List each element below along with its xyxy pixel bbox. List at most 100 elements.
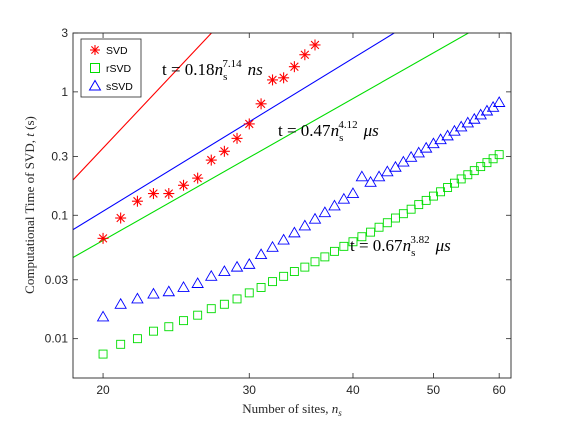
annotation-rsvd-prefix: t = 0.67: [350, 236, 403, 255]
annotation-rsvd-exp: 3.82: [410, 234, 429, 246]
data-markers: [96, 39, 506, 359]
legend-rsvd-square-icon: [90, 63, 100, 73]
axis-ticks: 20 30 40 50 60 0.01 0.03 0.1 0.3 1 3: [45, 26, 511, 397]
data-point-ssvd: [177, 281, 190, 292]
data-point-ssvd: [218, 265, 231, 276]
data-point-rsvd: [98, 349, 108, 359]
legend: SVD rSVD sSVD: [80, 38, 142, 98]
legend-svd-star-icon: [90, 45, 100, 55]
data-point-svd: [255, 98, 267, 110]
data-point-ssvd: [162, 285, 176, 297]
data-point-rsvd: [366, 227, 376, 237]
y-axis-title: Computational Time of SVD, t (s): [22, 116, 37, 294]
data-point-svd: [243, 118, 255, 130]
annotation-ssvd-prefix: t = 0.47: [278, 121, 331, 140]
data-point-svd: [178, 179, 190, 191]
legend-label-ssvd: sSVD: [106, 81, 133, 93]
annotation-rsvd-unit: μs: [435, 236, 452, 255]
legend-ssvd-triangle-icon: [88, 79, 102, 91]
data-point-svd: [97, 232, 109, 244]
y-tick-label: 3: [61, 26, 68, 40]
data-point-ssvd: [204, 269, 218, 281]
data-point-rsvd: [179, 316, 188, 326]
annotation-ssvd-sub: s: [339, 132, 343, 144]
data-point-svd: [288, 61, 300, 73]
y-tick-label: 1: [61, 85, 68, 99]
data-point-rsvd: [193, 310, 203, 320]
data-point-rsvd: [357, 232, 367, 242]
data-point-ssvd: [308, 212, 322, 224]
legend-item-ssvd: sSVD: [88, 79, 133, 93]
data-point-ssvd: [461, 116, 475, 128]
data-point-svd: [231, 132, 243, 144]
data-point-rsvd: [164, 322, 174, 332]
fit-annotations: t = 0.18ns7.14 ns t = 0.47ns4.12 μs t = 0.…: [162, 58, 451, 259]
y-tick-label: 0.01: [45, 332, 69, 346]
y-tick-label: 0.03: [45, 273, 69, 287]
fit-line-svd: [73, 33, 213, 181]
data-point-rsvd: [149, 326, 158, 336]
y-tick-label: 0.3: [51, 149, 68, 163]
annotation-ssvd-base: n: [331, 121, 340, 140]
x-tick-label: 40: [346, 383, 360, 397]
data-point-ssvd: [337, 192, 351, 204]
legend-item-svd: SVD: [90, 45, 128, 57]
annotation-ssvd: t = 0.47ns4.12 μs: [278, 119, 379, 144]
data-point-rsvd: [310, 257, 320, 267]
data-point-ssvd: [131, 292, 144, 304]
data-point-ssvd: [328, 199, 341, 211]
fit-line-ssvd: [73, 33, 396, 231]
data-point-ssvd: [434, 133, 447, 145]
data-point-rsvd: [232, 294, 242, 304]
data-point-ssvd: [355, 170, 369, 182]
data-point-ssvd: [346, 187, 360, 198]
data-point-svd: [147, 188, 159, 200]
data-point-rsvd: [339, 241, 349, 251]
data-point-svd: [205, 154, 217, 166]
data-point-rsvd: [244, 288, 254, 298]
data-point-svd: [192, 172, 204, 184]
fit-lines: [73, 33, 470, 258]
plot-frame: [72, 32, 512, 379]
data-point-rsvd: [320, 252, 330, 262]
x-axis-title: Number of sites, ns: [242, 401, 342, 418]
data-point-ssvd: [454, 120, 468, 132]
data-point-rsvd: [300, 262, 310, 272]
data-point-ssvd: [318, 206, 332, 218]
data-point-ssvd: [298, 219, 312, 231]
y-tick-label: 0.1: [51, 208, 68, 222]
data-point-ssvd: [147, 287, 160, 299]
data-point-ssvd: [230, 260, 244, 272]
data-point-ssvd: [480, 104, 494, 116]
annotation-svd-unit: ns: [248, 60, 264, 79]
legend-label-rsvd: rSVD: [106, 63, 132, 75]
data-point-ssvd: [277, 233, 290, 245]
data-point-rsvd: [256, 283, 266, 292]
data-point-svd: [278, 72, 290, 84]
data-point-ssvd: [266, 240, 279, 252]
data-point-ssvd: [492, 96, 506, 107]
data-point-rsvd: [398, 209, 408, 219]
data-point-svd: [115, 212, 127, 224]
data-point-ssvd: [468, 112, 481, 124]
legend-label-svd: SVD: [106, 45, 128, 57]
data-point-ssvd: [427, 137, 440, 149]
data-point-rsvd: [382, 218, 392, 228]
x-tick-label: 60: [493, 383, 507, 397]
annotation-svd-sub: s: [223, 71, 227, 83]
plot-background: [73, 33, 511, 378]
annotation-rsvd: t = 0.67ns3.82 μs: [350, 234, 451, 259]
data-point-ssvd: [389, 160, 402, 172]
data-point-rsvd: [219, 299, 229, 309]
data-point-svd: [131, 195, 143, 207]
legend-item-rsvd: rSVD: [90, 63, 132, 75]
fit-line-rsvd: [73, 33, 470, 258]
annotation-ssvd-exp: 4.12: [338, 119, 357, 131]
data-point-rsvd: [268, 277, 277, 287]
data-point-rsvd: [289, 267, 299, 276]
data-point-ssvd: [364, 175, 377, 187]
data-point-rsvd: [206, 304, 216, 314]
annotation-rsvd-sub: s: [411, 247, 415, 259]
annotation-svd-prefix: t = 0.18: [162, 60, 215, 79]
